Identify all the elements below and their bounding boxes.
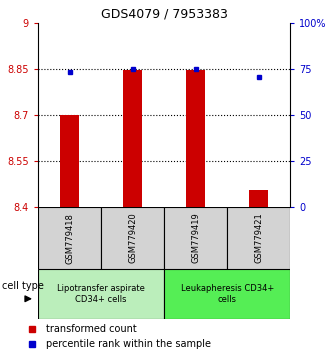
Bar [38, 269, 164, 319]
Text: GSM779420: GSM779420 [128, 213, 137, 263]
Text: GSM779421: GSM779421 [254, 213, 263, 263]
Text: GSM779418: GSM779418 [65, 213, 74, 263]
Bar [164, 269, 290, 319]
Bar [60, 115, 79, 207]
Text: percentile rank within the sample: percentile rank within the sample [46, 339, 211, 349]
Text: GSM779419: GSM779419 [191, 213, 200, 263]
Bar [164, 207, 227, 269]
Text: cell type: cell type [2, 281, 44, 291]
Bar [227, 207, 290, 269]
Bar [186, 70, 205, 207]
Title: GDS4079 / 7953383: GDS4079 / 7953383 [101, 7, 228, 21]
Text: transformed count: transformed count [46, 324, 136, 333]
Text: Lipotransfer aspirate
CD34+ cells: Lipotransfer aspirate CD34+ cells [57, 284, 145, 303]
Text: Leukapheresis CD34+
cells: Leukapheresis CD34+ cells [181, 284, 274, 303]
Bar [38, 207, 101, 269]
Bar [123, 70, 142, 207]
Bar [249, 190, 268, 207]
Bar [101, 207, 164, 269]
